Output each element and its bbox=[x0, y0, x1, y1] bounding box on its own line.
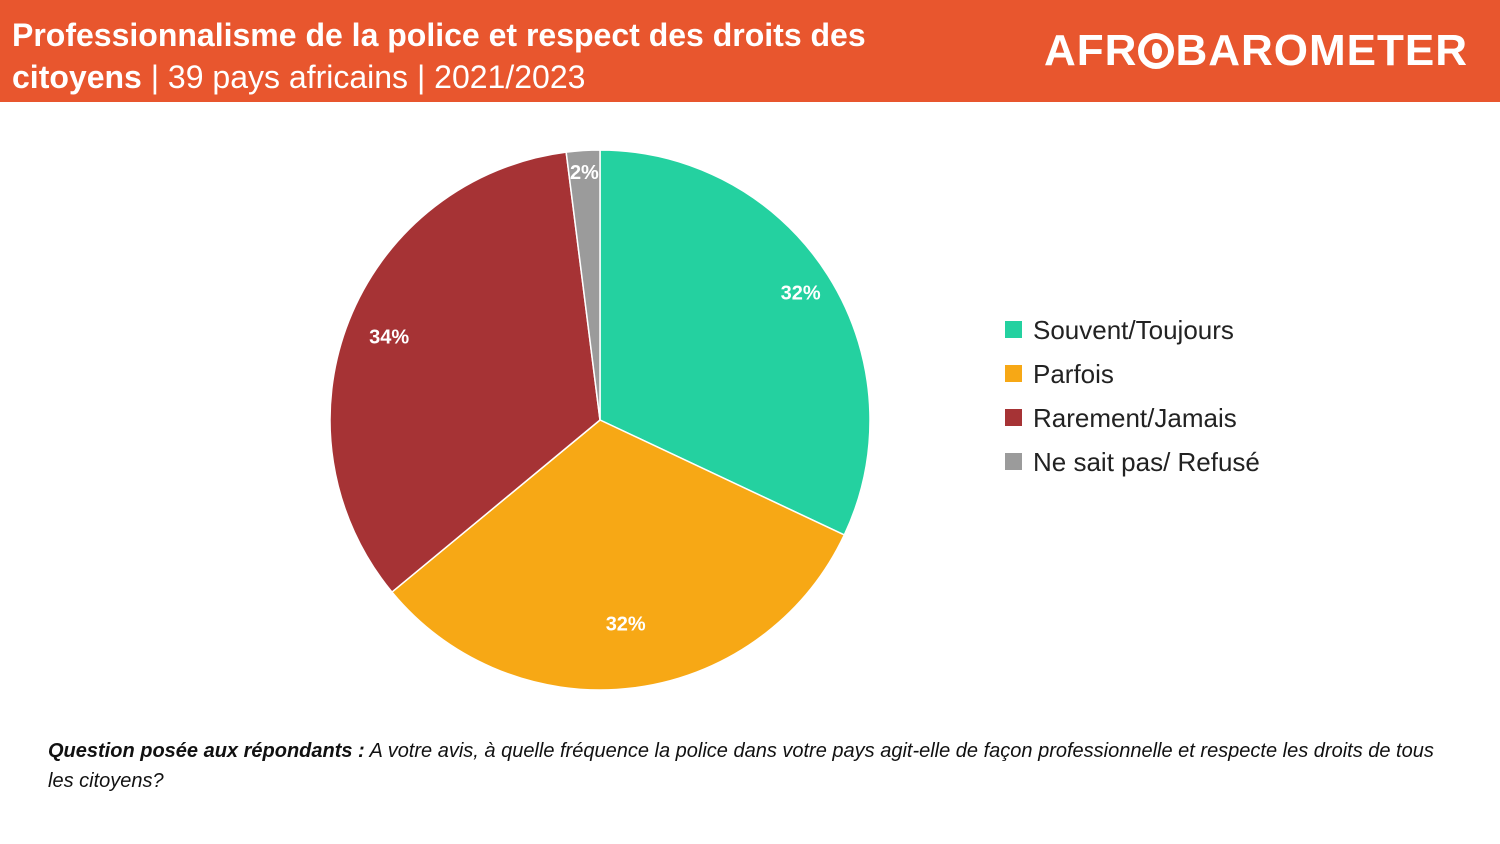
slice-value-label: 32% bbox=[606, 614, 646, 636]
slice-value-label: 32% bbox=[781, 283, 821, 305]
legend-swatch bbox=[1005, 365, 1022, 382]
question-footnote: Question posée aux répondants : A votre … bbox=[48, 736, 1458, 796]
pie-chart: 32% 32% 34% 2% bbox=[329, 149, 871, 691]
header-banner: Professionnalisme de la police et respec… bbox=[0, 0, 1500, 102]
pie-slice-3 bbox=[565, 149, 601, 421]
legend-label: Ne sait pas/ Refusé bbox=[1033, 447, 1260, 477]
slice-value-label: 34% bbox=[369, 327, 409, 349]
logo-text-right: BAROMETER bbox=[1175, 26, 1468, 75]
afrobarometer-logo: AFR BAROMETER bbox=[1044, 26, 1468, 76]
legend-swatch bbox=[1005, 409, 1022, 426]
legend-label: Souvent/Toujours bbox=[1033, 315, 1234, 345]
question-text: A votre avis, à quelle fréquence la poli… bbox=[48, 740, 1434, 792]
pie-slice-2 bbox=[329, 151, 601, 594]
legend-swatch bbox=[1005, 321, 1022, 338]
pie-slice-1 bbox=[390, 419, 846, 691]
title-subtitle: | 39 pays africains | 2021/2023 bbox=[141, 59, 586, 95]
slice-value-label: 2% bbox=[570, 162, 599, 184]
chart-title: Professionnalisme de la police et respec… bbox=[12, 14, 972, 98]
africa-globe-icon bbox=[1138, 33, 1175, 69]
pie-slice-0 bbox=[599, 149, 871, 536]
legend-label: Parfois bbox=[1033, 359, 1114, 389]
title-main: Professionnalisme de la police et respec… bbox=[12, 17, 866, 95]
legend-swatch bbox=[1005, 453, 1022, 470]
question-label: Question posée aux répondants : bbox=[48, 740, 365, 762]
logo-text-left: AFR bbox=[1044, 26, 1138, 75]
legend-label: Rarement/Jamais bbox=[1033, 403, 1237, 433]
